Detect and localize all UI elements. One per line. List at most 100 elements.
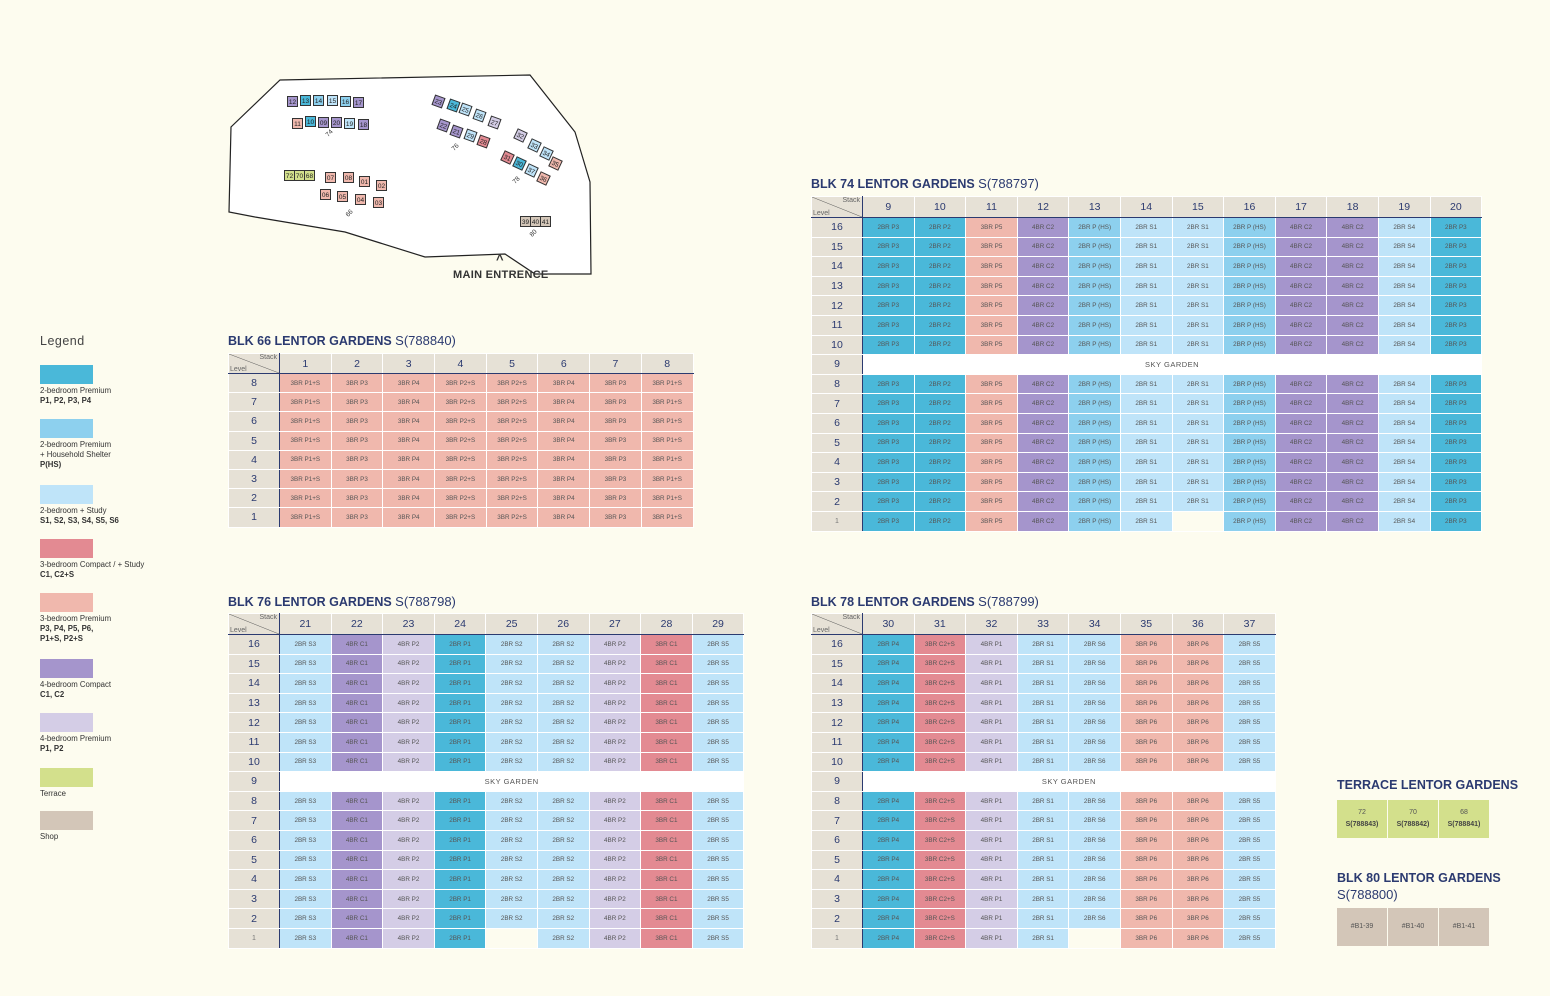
stack-header: 36 [1171,613,1225,635]
sky-garden: SKY GARDEN [278,771,745,792]
level-label: 2 [228,908,280,929]
level-label: 14 [228,673,280,694]
stack-header: 2 [330,353,384,374]
unit-cell: 2BR S1 [1171,256,1225,277]
unit-cell: 4BR C2 [1326,491,1379,512]
site-unit-marker: 09 [318,117,329,128]
unit-cell: 3BR P6 [1119,751,1173,773]
unit-cell: 3BR P6 [1119,692,1173,714]
unit-cell: 2BR P1 [433,692,487,714]
unit-cell: 3BR P6 [1171,908,1225,929]
unit-cell-unavailable [1068,927,1121,949]
table-header-row: Stack Level 9 10 11 12 13 14 15 16 17 18 19 20 [811,196,1483,218]
stack-header: 7 [589,353,642,374]
site-unit-marker: 06 [320,189,331,200]
blk78-title: BLK 78 LENTOR GARDENS S(788799) [811,594,1039,609]
stack-header: 3 [382,353,436,374]
unit-cell: 4BR P2 [382,751,435,773]
unit-cell: 4BR C2 [1274,491,1328,512]
unit-cell: 2BR S5 [691,712,745,733]
unit-cell: 4BR C2 [1016,256,1070,277]
unit-cell: 4BR C2 [1016,236,1070,258]
unit-cell: 2BR S5 [1223,692,1276,714]
unit-cell: 4BR C2 [1274,393,1328,414]
unit-cell: 2BR S2 [536,849,590,871]
table-row: 12 2BR P4 3BR C2+S 4BR P1 2BR S1 2BR S6 3BR P6… [811,712,1276,733]
unit-cell: 2BR S6 [1068,908,1121,929]
unit-cell: 3BR P4 [382,468,436,490]
unit-cell: 3BR P2+S [434,488,487,509]
unit-cell: 4BR C2 [1326,275,1379,297]
unit-cell: 2BR P3 [1429,295,1483,316]
unit-cell: 3BR P1+S [279,449,332,470]
table-row: 10 2BR P3 2BR P2 3BR P5 4BR C2 2BR P (HS) 2BR … [811,334,1483,356]
unit-cell: 3BR P6 [1171,829,1225,851]
level-label: 10 [811,751,863,773]
unit-cell: 3BR P6 [1171,790,1225,812]
unit-cell: 3BR C1 [640,653,693,675]
unit-cell: 2BR S6 [1068,634,1121,655]
table-row: 9 SKY GARDEN [811,771,1276,792]
unit-cell: 4BR P1 [965,908,1018,929]
unit-cell: 4BR C2 [1326,393,1379,414]
unit-cell: 3BR P3 [330,411,384,432]
sky-garden: SKY GARDEN [861,354,1483,375]
unit-cell: 2BR P1 [433,888,487,910]
unit-cell: 2BR P3 [1429,256,1483,277]
unit-cell: 4BR C1 [330,790,384,812]
table-row: 2 2BR P4 3BR C2+S 4BR P1 2BR S1 2BR S6 3BR P6 3… [811,908,1276,929]
unit-cell: 2BR P (HS) [1223,256,1276,277]
unit-cell: 4BR C2 [1016,334,1070,356]
unit-cell: 2BR S3 [279,731,332,753]
unit-cell: 2BR S1 [1016,673,1070,694]
unit-cell-unavailable [1171,510,1225,532]
unit-cell: 2BR S1 [1016,712,1070,733]
table-row: 5 2BR S3 4BR C1 4BR P2 2BR P1 2BR S2 2BR S2 4BR… [228,849,745,871]
unit-cell: 4BR C1 [330,653,384,675]
unit-cell: 3BR P2+S [485,372,539,394]
unit-cell: 3BR C1 [640,829,693,851]
unit-cell: 2BR P4 [862,673,915,694]
unit-cell: 3BR C1 [640,869,693,890]
stack-level-corner: Stack Level [811,196,863,218]
unit-cell: 3BR P6 [1119,712,1173,733]
unit-cell: 2BR P3 [862,256,915,277]
level-label: 15 [228,653,280,675]
unit-cell: 4BR C2 [1274,452,1328,473]
unit-cell: 2BR S4 [1377,452,1431,473]
unit-cell: 3BR P6 [1171,927,1225,949]
unit-cell: 3BR P2+S [434,449,487,470]
unit-cell: 3BR P3 [589,411,642,432]
unit-cell: 3BR C2+S [913,888,967,910]
unit-cell: 3BR P6 [1119,849,1173,871]
unit-cell: 3BR P6 [1171,692,1225,714]
unit-cell: 3BR P4 [537,488,591,509]
stack-header: 33 [1016,613,1070,635]
unit-cell: 2BR S1 [1119,334,1173,356]
stack-header: 8 [640,353,694,374]
unit-cell: 2BR P1 [433,751,487,773]
level-label: 16 [811,217,863,238]
unit-cell: 4BR P2 [382,888,435,910]
unit-cell: 3BR P6 [1119,673,1173,694]
unit-cell: 2BR S5 [691,653,745,675]
unit-cell: 2BR S5 [1223,712,1276,733]
unit-cell: 4BR P2 [588,927,642,949]
unit-cell: 2BR S6 [1068,869,1121,890]
unit-cell: 4BR C2 [1326,314,1379,336]
unit-cell: 3BR P4 [537,507,591,528]
unit-cell: 2BR P (HS) [1068,471,1121,493]
unit-cell: 4BR P1 [965,829,1018,851]
unit-cell: 2BR S2 [485,810,538,831]
table-row: 7 2BR P4 3BR C2+S 4BR P1 2BR S1 2BR S6 3BR P6 3… [811,810,1276,831]
unit-cell: 2BR P (HS) [1223,491,1276,512]
legend-swatch-t [40,768,93,787]
unit-cell: 4BR P2 [588,712,642,733]
unit-cell: 3BR C1 [640,927,693,949]
unit-cell: 3BR P1+S [640,507,694,528]
table-row: 3 2BR P4 3BR C2+S 4BR P1 2BR S1 2BR S6 3BR P6 3… [811,888,1276,910]
unit-cell: 3BR P2+S [434,430,487,451]
table-row: 1 2BR S3 4BR C1 4BR P2 2BR P1 2BR S2 4BR P2 3BR… [228,927,745,949]
unit-cell: 3BR P4 [537,430,591,451]
legend-swatch-phs [40,419,93,438]
